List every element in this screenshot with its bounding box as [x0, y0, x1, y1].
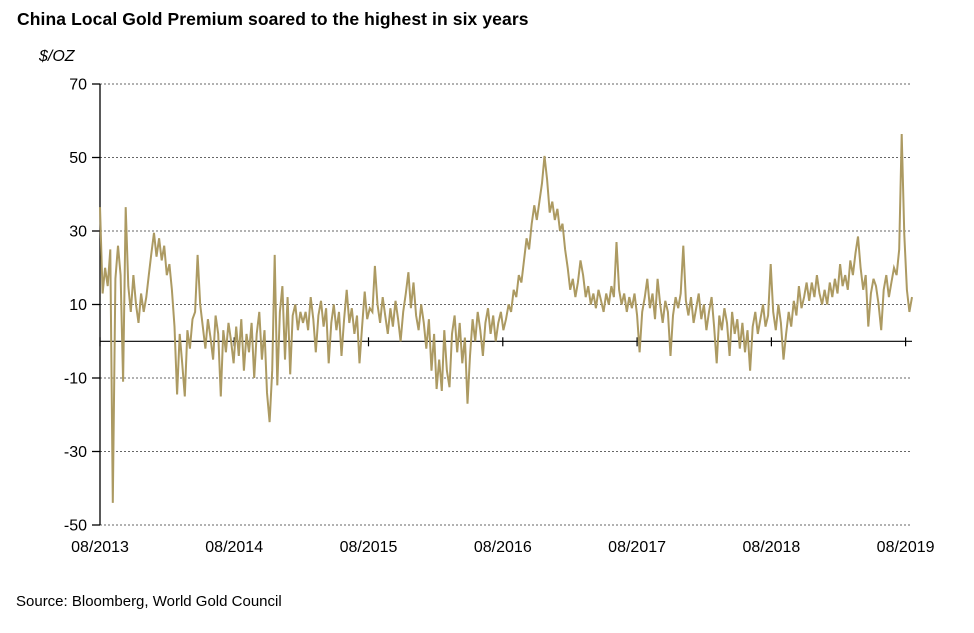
source-caption: Source: Bloomberg, World Gold Council: [16, 593, 282, 610]
x-tick-label: 08/2013: [71, 539, 129, 556]
y-tick-label: -50: [64, 518, 87, 535]
y-axis-unit-label: $/OZ: [39, 48, 75, 65]
premium-line-series: [99, 133, 913, 503]
x-tick-label: 08/2017: [608, 539, 666, 556]
x-tick-label: 08/2018: [742, 539, 800, 556]
y-tick-label: 30: [69, 224, 87, 241]
x-tick-label: 08/2019: [877, 539, 935, 556]
chart-title: China Local Gold Premium soared to the h…: [17, 9, 529, 29]
y-tick-label: 70: [69, 77, 87, 94]
y-tick-label: -10: [64, 371, 87, 388]
y-tick-label: 50: [69, 150, 87, 167]
x-tick-label: 08/2016: [474, 539, 532, 556]
x-tick-label: 08/2014: [205, 539, 263, 556]
y-tick-label: -30: [64, 444, 87, 461]
x-tick-label: 08/2015: [340, 539, 398, 556]
y-tick-label: 10: [69, 297, 87, 314]
